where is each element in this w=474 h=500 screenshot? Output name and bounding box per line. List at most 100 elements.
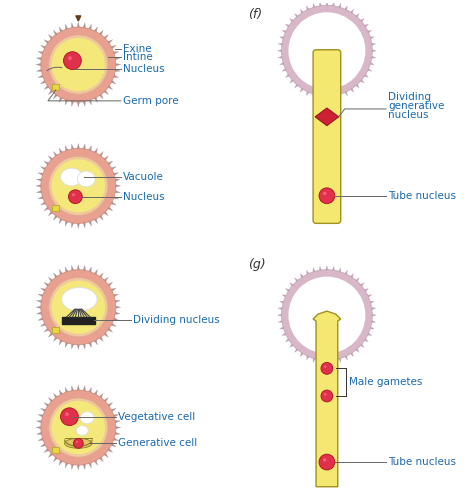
Ellipse shape: [61, 168, 82, 186]
Polygon shape: [77, 22, 80, 28]
Polygon shape: [82, 100, 85, 106]
Polygon shape: [344, 355, 347, 360]
Polygon shape: [77, 265, 80, 270]
Polygon shape: [36, 58, 43, 60]
Polygon shape: [54, 456, 58, 462]
Polygon shape: [36, 184, 42, 188]
Polygon shape: [103, 452, 109, 458]
Polygon shape: [88, 267, 91, 273]
Polygon shape: [306, 270, 310, 276]
Polygon shape: [313, 358, 316, 362]
Polygon shape: [371, 320, 376, 323]
Polygon shape: [65, 24, 68, 30]
Polygon shape: [48, 34, 54, 40]
Polygon shape: [65, 342, 68, 347]
Polygon shape: [48, 452, 54, 458]
Polygon shape: [38, 317, 44, 320]
Polygon shape: [103, 332, 109, 337]
Polygon shape: [306, 90, 310, 96]
Polygon shape: [282, 332, 287, 336]
Circle shape: [49, 156, 108, 216]
Polygon shape: [48, 90, 54, 94]
Text: (g): (g): [248, 258, 265, 271]
Text: nucleus: nucleus: [388, 110, 428, 120]
Text: Male gametes: Male gametes: [348, 377, 422, 387]
Polygon shape: [82, 343, 85, 349]
Polygon shape: [65, 462, 68, 468]
Polygon shape: [107, 85, 113, 89]
Polygon shape: [59, 390, 63, 396]
Polygon shape: [295, 84, 299, 88]
Polygon shape: [41, 288, 46, 292]
Polygon shape: [54, 214, 58, 220]
Polygon shape: [278, 314, 283, 316]
Polygon shape: [38, 74, 44, 78]
Polygon shape: [99, 30, 103, 36]
Polygon shape: [326, 95, 328, 100]
Polygon shape: [290, 283, 294, 287]
Polygon shape: [355, 278, 359, 282]
Polygon shape: [59, 96, 63, 102]
Polygon shape: [110, 166, 116, 170]
Polygon shape: [114, 420, 120, 424]
Polygon shape: [93, 460, 98, 466]
Polygon shape: [44, 161, 50, 166]
Polygon shape: [278, 320, 283, 323]
Polygon shape: [77, 385, 80, 391]
Polygon shape: [364, 288, 368, 292]
Polygon shape: [107, 328, 113, 332]
Polygon shape: [338, 4, 341, 8]
Polygon shape: [36, 190, 43, 193]
Polygon shape: [71, 22, 74, 29]
Polygon shape: [54, 336, 58, 342]
Polygon shape: [93, 218, 98, 224]
Polygon shape: [71, 100, 74, 106]
Polygon shape: [65, 220, 68, 226]
Polygon shape: [41, 322, 46, 326]
Polygon shape: [112, 294, 118, 298]
Polygon shape: [36, 63, 42, 66]
Polygon shape: [103, 277, 109, 282]
Text: Tube nucleus: Tube nucleus: [388, 457, 456, 467]
Polygon shape: [103, 90, 109, 94]
Polygon shape: [88, 387, 91, 394]
Polygon shape: [306, 6, 310, 11]
Polygon shape: [326, 360, 328, 364]
Polygon shape: [112, 317, 118, 320]
Polygon shape: [44, 328, 50, 332]
Polygon shape: [93, 148, 98, 154]
Polygon shape: [88, 220, 91, 226]
Polygon shape: [59, 148, 63, 154]
Polygon shape: [36, 300, 43, 303]
Polygon shape: [93, 96, 98, 102]
Polygon shape: [359, 283, 364, 287]
Polygon shape: [114, 179, 120, 182]
Polygon shape: [112, 74, 118, 78]
Polygon shape: [114, 69, 120, 71]
Polygon shape: [36, 312, 43, 314]
Polygon shape: [300, 352, 304, 356]
Polygon shape: [295, 278, 299, 282]
Polygon shape: [115, 184, 121, 188]
Polygon shape: [54, 30, 58, 36]
Circle shape: [319, 188, 335, 204]
Polygon shape: [364, 338, 368, 342]
Polygon shape: [65, 387, 68, 394]
Polygon shape: [285, 338, 291, 342]
Polygon shape: [59, 460, 63, 466]
Circle shape: [65, 412, 69, 416]
Ellipse shape: [64, 438, 92, 448]
Polygon shape: [278, 56, 283, 58]
Polygon shape: [114, 58, 120, 60]
Polygon shape: [88, 24, 91, 30]
Polygon shape: [48, 398, 54, 403]
Polygon shape: [344, 270, 347, 276]
Circle shape: [282, 270, 372, 360]
Polygon shape: [99, 393, 103, 399]
Polygon shape: [93, 27, 98, 32]
Polygon shape: [107, 40, 113, 44]
Polygon shape: [112, 414, 118, 418]
Circle shape: [64, 52, 81, 70]
Polygon shape: [364, 74, 368, 78]
Polygon shape: [285, 24, 291, 28]
